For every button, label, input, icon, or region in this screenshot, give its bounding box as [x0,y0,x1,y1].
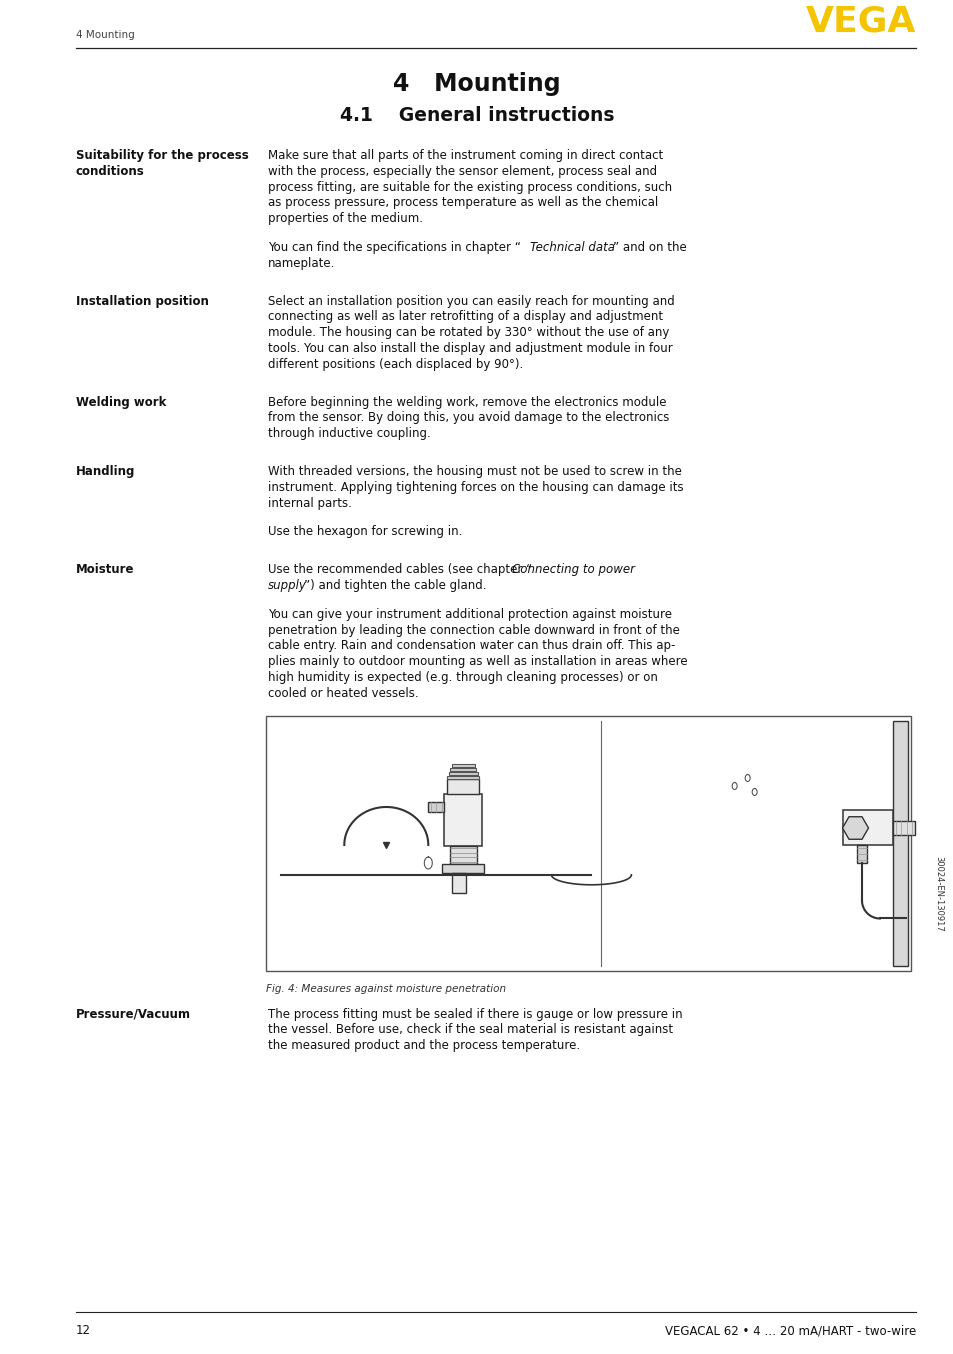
Bar [448,772,477,774]
Text: Use the recommended cables (see chapter “: Use the recommended cables (see chapter … [268,563,532,577]
Text: Moisture: Moisture [76,563,134,577]
Bar [266,716,910,971]
Text: Installation position: Installation position [76,295,209,307]
Bar [892,720,907,965]
Bar [450,768,476,770]
Text: through inductive coupling.: through inductive coupling. [268,428,431,440]
Text: Use the hexagon for screwing in.: Use the hexagon for screwing in. [268,525,462,539]
Text: internal parts.: internal parts. [268,497,352,509]
Bar [856,845,866,864]
Text: VEGACAL 62 • 4 … 20 mA/HART - two-wire: VEGACAL 62 • 4 … 20 mA/HART - two-wire [664,1324,915,1336]
Bar [452,873,466,892]
Bar [428,802,444,812]
Text: tools. You can also install the display and adjustment module in four: tools. You can also install the display … [268,343,672,355]
Text: with the process, especially the sensor element, process seal and: with the process, especially the sensor … [268,165,657,177]
Text: Suitability for the process: Suitability for the process [76,149,249,162]
Text: process fitting, are suitable for the existing process conditions, such: process fitting, are suitable for the ex… [268,180,672,194]
Text: Technical data: Technical data [529,241,614,255]
Text: Make sure that all parts of the instrument coming in direct contact: Make sure that all parts of the instrume… [268,149,662,162]
Bar [442,864,484,873]
Text: module. The housing can be rotated by 330° without the use of any: module. The housing can be rotated by 33… [268,326,669,340]
Text: penetration by leading the connection cable downward in front of the: penetration by leading the connection ca… [268,624,679,636]
Text: 4 Mounting: 4 Mounting [76,30,134,41]
Bar [452,764,474,766]
Bar [444,793,482,846]
Text: conditions: conditions [76,165,145,177]
Polygon shape [841,816,867,839]
Bar [892,821,914,835]
Text: different positions (each displaced by 90°).: different positions (each displaced by 9… [268,357,522,371]
Text: Pressure/Vacuum: Pressure/Vacuum [76,1007,191,1021]
Text: nameplate.: nameplate. [268,257,335,269]
Text: VEGA: VEGA [804,4,915,38]
Text: supply: supply [268,580,307,592]
Text: connecting as well as later retrofitting of a display and adjustment: connecting as well as later retrofitting… [268,310,662,324]
Text: The process fitting must be sealed if there is gauge or low pressure in: The process fitting must be sealed if th… [268,1007,682,1021]
Text: high humidity is expected (e.g. through cleaning processes) or on: high humidity is expected (e.g. through … [268,672,658,684]
Bar [842,811,892,845]
Text: properties of the medium.: properties of the medium. [268,213,422,225]
Text: cable entry. Rain and condensation water can thus drain off. This ap-: cable entry. Rain and condensation water… [268,639,675,653]
Text: 4   Mounting: 4 Mounting [393,72,560,96]
Text: plies mainly to outdoor mounting as well as installation in areas where: plies mainly to outdoor mounting as well… [268,655,687,669]
Text: ” and on the: ” and on the [613,241,686,255]
Text: Select an installation position you can easily reach for mounting and: Select an installation position you can … [268,295,674,307]
Text: cooled or heated vessels.: cooled or heated vessels. [268,686,418,700]
Text: You can find the specifications in chapter “: You can find the specifications in chapt… [268,241,520,255]
Bar [447,779,479,793]
Text: 12: 12 [76,1324,91,1336]
Text: Connecting to power: Connecting to power [512,563,635,577]
Bar [450,846,476,864]
Text: Before beginning the welding work, remove the electronics module: Before beginning the welding work, remov… [268,395,666,409]
Text: Fig. 4: Measures against moisture penetration: Fig. 4: Measures against moisture penetr… [266,983,506,994]
Text: ”) and tighten the cable gland.: ”) and tighten the cable gland. [303,580,486,592]
Text: the vessel. Before use, check if the seal material is resistant against: the vessel. Before use, check if the sea… [268,1024,673,1036]
Text: You can give your instrument additional protection against moisture: You can give your instrument additional … [268,608,671,620]
Text: from the sensor. By doing this, you avoid damage to the electronics: from the sensor. By doing this, you avoi… [268,412,669,424]
Text: the measured product and the process temperature.: the measured product and the process tem… [268,1040,579,1052]
Text: Handling: Handling [76,464,135,478]
Text: With threaded versions, the housing must not be used to screw in the: With threaded versions, the housing must… [268,464,681,478]
Text: Welding work: Welding work [76,395,166,409]
Text: instrument. Applying tightening forces on the housing can damage its: instrument. Applying tightening forces o… [268,481,683,494]
Text: 4.1    General instructions: 4.1 General instructions [339,106,614,125]
Bar [447,776,479,779]
Text: as process pressure, process temperature as well as the chemical: as process pressure, process temperature… [268,196,658,210]
Text: 30024-EN-130917: 30024-EN-130917 [934,856,943,932]
